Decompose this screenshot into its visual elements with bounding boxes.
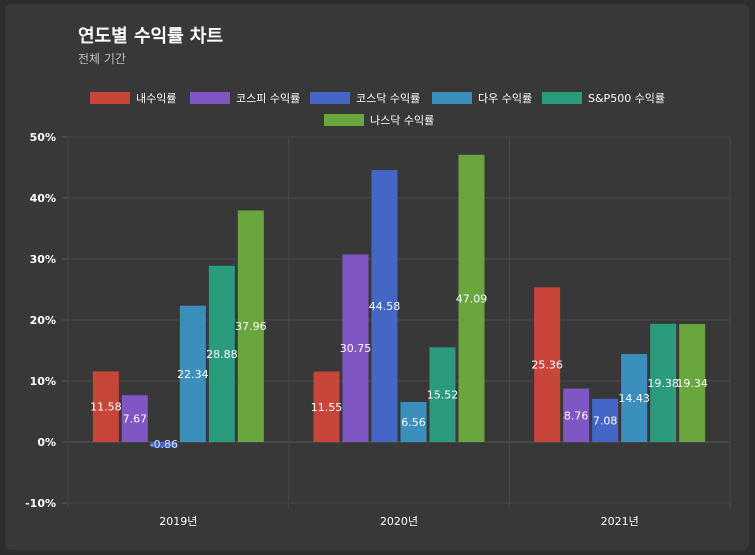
legend-label: 코스피 수익률 <box>236 92 300 105</box>
legend-swatch <box>190 92 230 104</box>
data-label: 8.76 <box>564 409 589 422</box>
data-label: 7.67 <box>123 413 148 426</box>
data-label: 28.88 <box>206 348 238 361</box>
bar[interactable] <box>592 398 619 442</box>
legend-item[interactable]: S&P500 수익률 <box>542 92 665 105</box>
data-label: 14.43 <box>618 392 650 405</box>
y-tick-label: 50% <box>30 131 56 144</box>
legend-item[interactable]: 코스피 수익률 <box>190 92 300 105</box>
chart-subtitle: 전체 기간 <box>78 52 126 66</box>
legend-label: S&P500 수익률 <box>588 92 665 105</box>
x-tick-label: 2019년 <box>159 515 197 528</box>
bar[interactable] <box>121 395 148 442</box>
bar[interactable] <box>371 170 398 442</box>
data-label: 22.34 <box>177 368 209 381</box>
data-label: 37.96 <box>235 320 267 333</box>
x-tick-label: 2021년 <box>601 515 639 528</box>
bar[interactable] <box>208 265 235 442</box>
y-tick-label: 20% <box>30 314 56 327</box>
legend-item[interactable]: 다우 수익률 <box>432 92 532 105</box>
data-label: 7.08 <box>593 414 618 427</box>
y-tick-label: 10% <box>30 375 56 388</box>
bar[interactable] <box>342 254 369 442</box>
data-label: 47.09 <box>456 292 488 305</box>
bar[interactable] <box>429 347 456 442</box>
bar[interactable] <box>458 154 485 442</box>
data-label: 19.34 <box>676 377 708 390</box>
data-labels: 11.587.67-0.86 22.34 28.88 37.96 11.55 30.75 4… <box>90 292 708 451</box>
legend-item[interactable]: 코스닥 수익률 <box>310 92 420 105</box>
data-label: 25.36 <box>531 359 563 372</box>
data-label: 30.75 <box>340 342 372 355</box>
legend-label: 내수익률 <box>136 92 176 105</box>
y-tick-label: 30% <box>30 253 56 266</box>
legend-swatch <box>542 92 582 104</box>
data-label: 6.56 <box>401 416 426 429</box>
chart-title: 연도별 수익률 차트 <box>78 26 224 47</box>
legend-swatch <box>324 114 364 126</box>
data-label: -0.86 <box>150 438 178 451</box>
data-label: 44.58 <box>369 300 401 313</box>
legend-swatch <box>310 92 350 104</box>
bar[interactable] <box>179 305 206 442</box>
bars <box>92 154 706 448</box>
data-label: 15.52 <box>427 389 459 402</box>
bar[interactable] <box>400 401 427 442</box>
bar[interactable] <box>150 442 177 448</box>
bar[interactable] <box>534 287 561 442</box>
legend-item[interactable]: 내수익률 <box>90 92 176 105</box>
legend-swatch <box>432 92 472 104</box>
data-label: 11.58 <box>90 401 122 414</box>
bar[interactable] <box>92 371 119 442</box>
bar[interactable] <box>237 210 264 442</box>
data-label: 11.55 <box>311 401 343 414</box>
bar[interactable] <box>679 324 706 442</box>
y-tick-label: 40% <box>30 192 56 205</box>
axes: 2019년 2020년 2021년 <box>159 515 638 528</box>
y-tick-label: 0% <box>37 436 56 449</box>
legend-swatch <box>90 92 130 104</box>
grid: 50% 40% 30% 20% 10% 0% -10% <box>25 131 731 510</box>
legend-label: 나스닥 수익률 <box>370 114 434 127</box>
x-tick-label: 2020년 <box>380 515 418 528</box>
legend-label: 다우 수익률 <box>478 92 532 105</box>
legend-label: 코스닥 수익률 <box>356 92 420 105</box>
y-tick-label: -10% <box>25 497 56 510</box>
legend-item[interactable]: 나스닥 수익률 <box>324 114 434 127</box>
bar[interactable] <box>563 388 590 442</box>
data-label: 19.38 <box>647 377 679 390</box>
bar[interactable] <box>621 353 648 442</box>
bar[interactable] <box>313 371 340 442</box>
bar[interactable] <box>650 323 677 442</box>
